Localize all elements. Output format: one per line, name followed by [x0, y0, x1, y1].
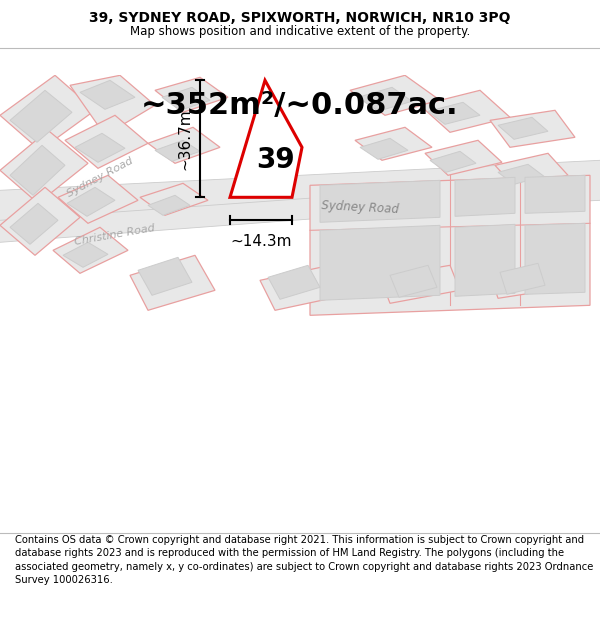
Polygon shape — [455, 177, 515, 216]
Polygon shape — [148, 127, 220, 163]
Polygon shape — [430, 151, 476, 173]
Polygon shape — [0, 188, 80, 255]
Polygon shape — [0, 160, 600, 230]
Polygon shape — [10, 90, 72, 142]
Polygon shape — [162, 88, 210, 110]
Polygon shape — [0, 195, 360, 242]
Polygon shape — [320, 225, 440, 300]
Polygon shape — [425, 140, 502, 175]
Polygon shape — [230, 80, 302, 198]
Polygon shape — [428, 102, 480, 124]
Polygon shape — [155, 140, 200, 161]
Polygon shape — [500, 263, 545, 294]
Polygon shape — [525, 223, 585, 294]
Polygon shape — [498, 118, 548, 139]
Polygon shape — [10, 203, 58, 244]
Polygon shape — [525, 175, 585, 213]
Polygon shape — [268, 265, 320, 299]
Polygon shape — [148, 195, 190, 215]
Polygon shape — [10, 145, 65, 195]
Polygon shape — [140, 183, 208, 215]
Text: ~352m²/~0.087ac.: ~352m²/~0.087ac. — [141, 91, 459, 120]
Polygon shape — [320, 180, 440, 222]
Polygon shape — [65, 115, 148, 168]
Text: 39, SYDNEY ROAD, SPIXWORTH, NORWICH, NR10 3PQ: 39, SYDNEY ROAD, SPIXWORTH, NORWICH, NR1… — [89, 11, 511, 24]
Polygon shape — [380, 265, 460, 303]
Polygon shape — [390, 265, 437, 298]
Polygon shape — [420, 90, 510, 132]
Polygon shape — [58, 175, 138, 223]
Polygon shape — [360, 138, 408, 159]
Polygon shape — [455, 224, 515, 296]
Polygon shape — [490, 110, 575, 148]
Text: ~14.3m: ~14.3m — [230, 234, 292, 249]
Text: ~36.7m: ~36.7m — [177, 108, 192, 169]
Polygon shape — [350, 75, 440, 115]
Polygon shape — [75, 133, 125, 162]
Text: Contains OS data © Crown copyright and database right 2021. This information is : Contains OS data © Crown copyright and d… — [15, 535, 593, 585]
Text: Map shows position and indicative extent of the property.: Map shows position and indicative extent… — [130, 24, 470, 38]
Text: Sydney Road: Sydney Road — [321, 199, 399, 216]
Polygon shape — [495, 153, 568, 188]
Polygon shape — [310, 175, 590, 315]
Polygon shape — [155, 78, 228, 112]
Polygon shape — [130, 255, 215, 310]
Text: 39: 39 — [256, 146, 295, 174]
Text: Sydney Road: Sydney Road — [65, 156, 135, 199]
Polygon shape — [138, 258, 192, 295]
Polygon shape — [0, 75, 95, 150]
Polygon shape — [0, 130, 88, 203]
Polygon shape — [63, 242, 108, 268]
Polygon shape — [80, 80, 135, 109]
Polygon shape — [260, 265, 345, 310]
Polygon shape — [355, 127, 432, 160]
Polygon shape — [498, 164, 544, 184]
Text: Christine Road: Christine Road — [74, 223, 156, 248]
Polygon shape — [358, 88, 412, 111]
Polygon shape — [70, 75, 155, 135]
Polygon shape — [53, 228, 128, 273]
Polygon shape — [67, 188, 115, 216]
Polygon shape — [490, 262, 568, 298]
